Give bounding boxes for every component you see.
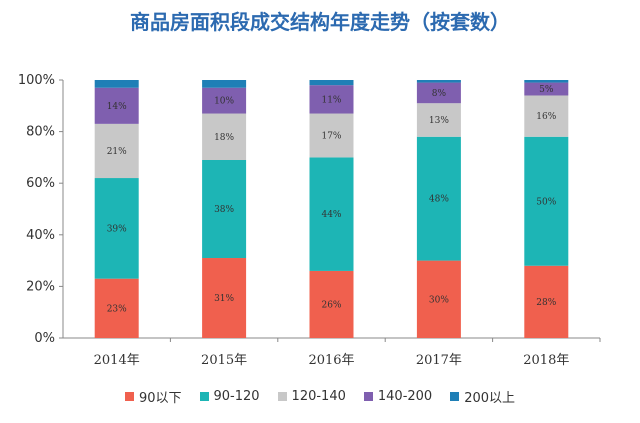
data-label: 18% (214, 133, 234, 143)
y-tick-label: 100% (18, 73, 55, 88)
y-tick-label: 80% (26, 125, 55, 140)
data-label: 28% (536, 298, 556, 308)
bar-segment (202, 80, 247, 88)
data-label: 5% (539, 85, 554, 95)
legend-item: 90以下 (124, 387, 182, 406)
legend-label: 200以上 (464, 391, 516, 406)
legend-swatch (124, 392, 134, 401)
y-tick-label: 0% (34, 331, 55, 346)
bar-segment (524, 82, 569, 96)
legend-item: 120-140 (277, 387, 346, 406)
legend-swatch (277, 392, 287, 401)
data-label: 38% (214, 205, 234, 215)
bar-segment (524, 265, 569, 338)
y-tick-label: 40% (26, 228, 55, 243)
bar-segment (309, 85, 354, 114)
data-label: 50% (536, 197, 556, 207)
bar-segment (202, 87, 247, 114)
y-tick-label: 20% (26, 279, 55, 294)
legend-label: 90以下 (138, 391, 182, 406)
bar-segment (416, 82, 461, 104)
legend-item: 200以上 (450, 387, 515, 406)
y-tick-label: 60% (26, 176, 55, 191)
bar-segment (94, 123, 139, 179)
x-tick-label: 2015年 (201, 353, 247, 368)
legend-swatch (199, 392, 209, 401)
data-label: 14% (107, 102, 127, 112)
bar-segment (309, 80, 354, 86)
x-tick-label: 2017年 (416, 353, 462, 368)
data-label: 8% (432, 89, 447, 99)
bar-segment (202, 113, 247, 160)
legend-label: 90-120 (213, 389, 260, 404)
legend-item: 90-120 (199, 387, 260, 406)
bar-segment (94, 87, 139, 124)
data-label: 16% (536, 112, 556, 122)
legend: 90以下 90-120 120-140 140-200 200以上 (0, 387, 640, 406)
bar-segment (416, 260, 461, 338)
plot-area: 0% 20% 40% 60% 80% 100% 23% 39% 21% 14% 2014年 31% 38… (18, 73, 601, 368)
bar-segment (416, 136, 461, 261)
data-label: 48% (429, 195, 449, 205)
data-label: 17% (321, 131, 341, 141)
bar-segment (416, 103, 461, 137)
data-label: 23% (107, 304, 127, 314)
bar-segment (524, 95, 569, 137)
bar-segment (309, 157, 354, 271)
x-tick-label: 2016年 (308, 353, 354, 368)
bar-segment (202, 159, 247, 259)
bar-segment (524, 136, 569, 266)
bar-segment (94, 278, 139, 338)
bar-segment (94, 178, 139, 279)
data-label: 13% (429, 116, 449, 126)
legend-label: 120-140 (291, 389, 346, 404)
data-label: 31% (214, 294, 234, 304)
bar-segment (94, 80, 139, 88)
data-label: 30% (429, 295, 449, 305)
data-label: 26% (321, 300, 341, 310)
data-label: 44% (321, 210, 341, 220)
bar-segment (416, 80, 461, 83)
legend-item: 140-200 (363, 387, 433, 406)
x-tick-label: 2014年 (94, 353, 140, 368)
legend-swatch (363, 392, 373, 401)
bar-segment (524, 80, 569, 83)
bar-segment (309, 113, 354, 158)
data-label: 39% (107, 224, 127, 234)
bar-segment (202, 258, 247, 338)
data-label: 21% (107, 147, 127, 157)
legend-swatch (450, 392, 460, 401)
legend-label: 140-200 (377, 389, 433, 404)
data-label: 10% (214, 97, 234, 107)
data-label: 11% (321, 95, 341, 105)
bar-segment (309, 270, 354, 338)
chart-title: 商品房面积段成交结构年度走势（按套数） (130, 10, 510, 34)
x-tick-label: 2018年 (523, 353, 569, 368)
